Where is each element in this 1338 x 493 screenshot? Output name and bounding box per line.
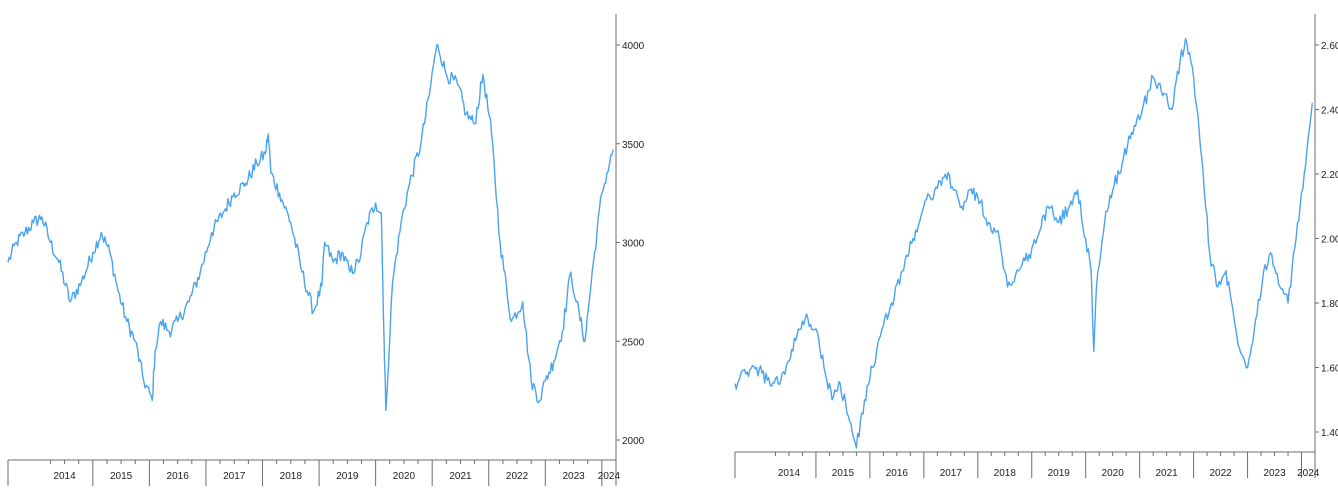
x-tick-label: 2017 <box>223 471 246 482</box>
x-tick-label: 2022 <box>506 471 529 482</box>
y-tick-label: 2.600 <box>1321 41 1338 52</box>
x-tick-label: 2023 <box>1263 468 1286 479</box>
x-tick-label: 2016 <box>167 471 190 482</box>
y-tick-label: 2.000 <box>1321 235 1338 246</box>
y-tick-label: 2.200 <box>1321 170 1338 181</box>
x-tick-label: 2024 <box>1297 468 1320 479</box>
x-tick-label: 2021 <box>449 471 472 482</box>
y-tick-label: 1.800 <box>1321 299 1338 310</box>
x-tick-label: 2016 <box>886 468 909 479</box>
x-tick-label: 2019 <box>1048 468 1071 479</box>
x-tick-label: 2021 <box>1156 468 1179 479</box>
x-tick-label: 2020 <box>393 471 416 482</box>
y-tick-label: 4000 <box>622 41 645 52</box>
y-tick-label: 2500 <box>622 337 645 348</box>
price-series-line <box>7 43 614 412</box>
x-tick-label: 2024 <box>598 471 621 482</box>
y-tick-label: 1.400 <box>1321 428 1338 439</box>
x-tick-label: 2015 <box>832 468 855 479</box>
y-tick-label: 1.600 <box>1321 364 1338 375</box>
y-tick-label: 3000 <box>622 239 645 250</box>
price-series-line <box>734 37 1313 449</box>
left-line-chart: 2000 2500 3000 3500 4000 2014 2015 2016 2017 2018… <box>7 14 645 486</box>
y-tick-label: 2.400 <box>1321 106 1338 117</box>
x-tick-label: 2017 <box>940 468 963 479</box>
x-tick-label: 2019 <box>336 471 359 482</box>
x-tick-label: 2014 <box>778 468 801 479</box>
x-tick-label: 2022 <box>1209 468 1232 479</box>
x-tick-label: 2020 <box>1102 468 1125 479</box>
right-line-chart: 1.400 1.600 1.800 2.000 2.200 2.400 2.600 2014 2… <box>734 14 1338 479</box>
x-tick-label: 2015 <box>110 471 133 482</box>
x-tick-label: 2018 <box>994 468 1017 479</box>
x-tick-label: 2014 <box>53 471 76 482</box>
x-tick-label: 2018 <box>280 471 303 482</box>
y-tick-label: 2000 <box>622 436 645 447</box>
y-tick-label: 3500 <box>622 140 645 151</box>
x-tick-label: 2023 <box>562 471 585 482</box>
